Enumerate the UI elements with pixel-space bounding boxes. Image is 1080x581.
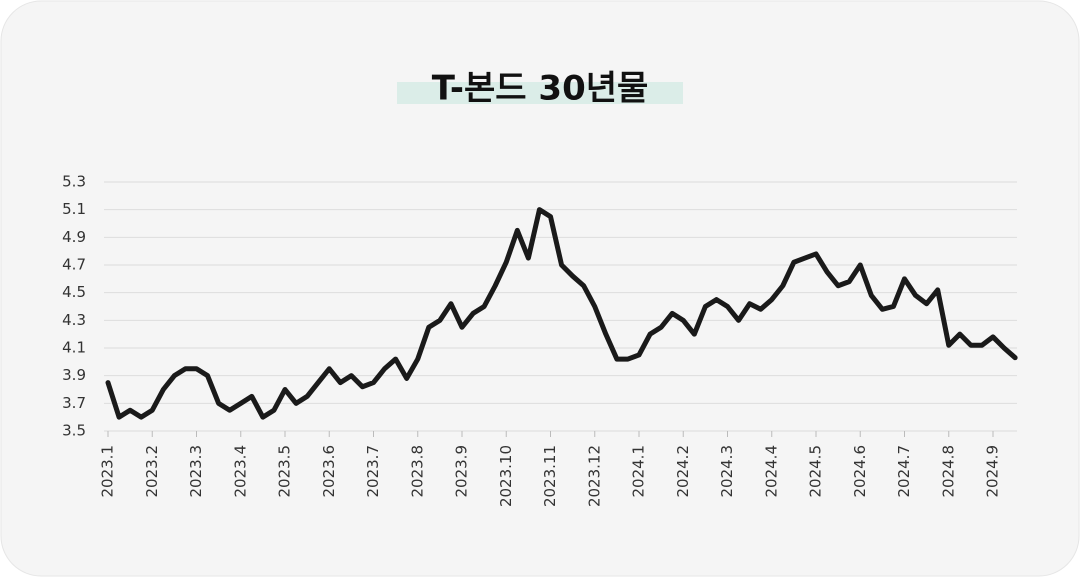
y-tick-label: 3.9 — [62, 366, 86, 384]
x-tick-label: 2023.12 — [585, 445, 603, 507]
x-tick-label: 2023.8 — [408, 445, 426, 498]
y-tick-label: 4.7 — [62, 256, 86, 274]
x-tick-label: 2023.6 — [320, 445, 338, 498]
x-tick-label: 2024.8 — [939, 445, 957, 498]
x-tick-label: 2023.5 — [276, 445, 294, 498]
title-highlight — [397, 82, 683, 104]
x-tick-label: 2023.7 — [364, 445, 382, 498]
x-tick-label: 2023.9 — [453, 445, 471, 498]
y-tick-label: 4.1 — [62, 339, 86, 357]
x-tick-label: 2024.6 — [851, 445, 869, 498]
chart-title: T-본드 30년물 — [432, 69, 649, 109]
y-tick-label: 4.3 — [62, 311, 86, 329]
x-tick-label: 2024.2 — [674, 445, 692, 498]
x-tick-label: 2024.7 — [895, 445, 913, 498]
x-tick-label: 2023.11 — [541, 445, 559, 507]
x-tick-label: 2024.9 — [984, 445, 1002, 498]
y-tick-label: 4.5 — [62, 283, 86, 301]
x-tick-label: 2023.2 — [143, 445, 161, 498]
y-tick-label: 3.5 — [62, 422, 86, 440]
line-series — [105, 207, 1018, 420]
x-tick-label: 2023.3 — [187, 445, 205, 498]
x-tick-label: 2024.5 — [807, 445, 825, 498]
x-tick-label: 2023.4 — [231, 445, 249, 498]
y-tick-label: 5.3 — [62, 173, 86, 191]
y-tick-label: 4.9 — [62, 228, 86, 246]
x-tick-label: 2024.4 — [762, 445, 780, 498]
x-tick-label: 2024.1 — [630, 445, 648, 498]
y-tick-label: 3.7 — [62, 394, 86, 412]
x-tick-label: 2024.3 — [718, 445, 736, 498]
x-tick-label: 2023.10 — [497, 445, 515, 507]
y-tick-label: 5.1 — [62, 200, 86, 218]
x-tick-label: 2023.1 — [99, 445, 117, 498]
